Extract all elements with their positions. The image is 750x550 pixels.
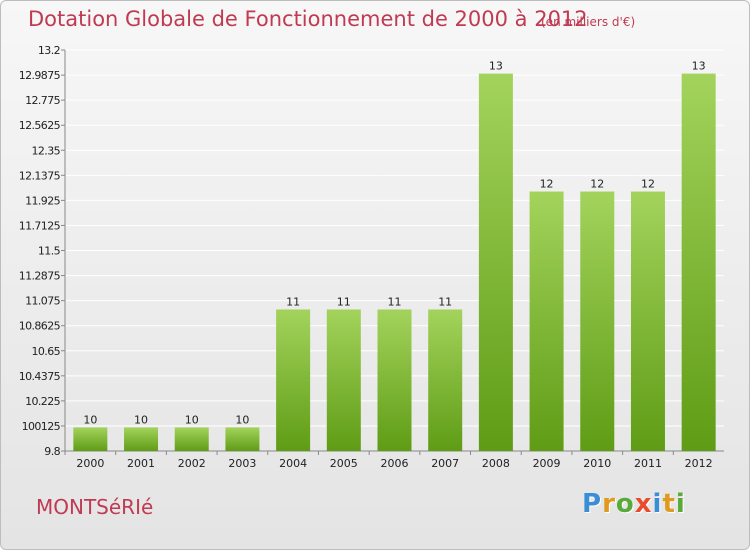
y-tick-label: 10.4375 [19,370,61,383]
x-tick-label: 2002 [178,457,206,470]
y-tick-label: 9.8 [44,445,60,458]
x-tick-label: 2010 [583,457,611,470]
data-label: 11 [438,295,452,308]
y-tick-label: 12.9875 [19,69,61,82]
bars [73,73,716,452]
y-tick-label: 10.8625 [19,320,61,333]
x-tick-label: 2009 [533,457,561,470]
brand-letter: r [602,489,616,519]
y-tick-labels: 9.8 100125 10.225 10.4375 10.65 10.8625 11.075… [19,44,61,458]
bar [326,309,361,451]
x-tick-label: 2007 [431,457,459,470]
brand-letter: i [675,489,686,519]
x-tick-label: 2008 [482,457,510,470]
bar [529,191,564,451]
data-label: 10 [134,413,148,426]
brand-letter: t [662,489,676,519]
brand-letter: i [652,489,663,519]
y-tick-label: 12.5625 [19,119,61,132]
data-label: 10 [83,413,97,426]
bar [276,309,311,451]
bar [478,73,513,452]
y-tick-label: 12.775 [25,94,60,107]
y-tick-label: 12.35 [32,144,61,157]
bar [681,73,716,452]
x-tick-label: 2000 [76,457,104,470]
data-label: 10 [235,413,249,426]
y-tick-label: 11.7125 [19,219,61,232]
data-labels: 10 10 10 10 11 11 11 11 13 12 12 12 13 [83,60,705,427]
data-label: 12 [540,178,554,191]
y-tick-label: 11.925 [25,194,60,207]
data-label: 13 [692,60,706,73]
y-tick-label: 11.075 [25,295,60,308]
bar [377,309,412,451]
proxiti-logo[interactable]: Proxiti [582,489,686,519]
chart-unit: (en milliers d'€) [541,15,636,29]
y-tick-label: 11.2875 [19,270,61,283]
bar [174,427,209,451]
x-tick-label: 2001 [127,457,155,470]
bar [124,427,159,451]
brand-letter: o [615,489,635,519]
bar [630,191,665,451]
data-label: 12 [590,178,604,191]
x-tick-label: 2006 [381,457,409,470]
y-tick-label: 11.5 [38,245,61,258]
data-label: 11 [388,295,402,308]
data-label: 13 [489,60,503,73]
y-tick-label: 13.2 [38,44,60,57]
x-tick-label: 2004 [279,457,307,470]
x-tick-label: 2003 [228,457,256,470]
x-tick-label: 2005 [330,457,358,470]
x-tick-labels: 2000 2001 2002 2003 2004 2005 2006 2007 2008 2009… [76,457,712,470]
bar [580,191,615,451]
bar [225,427,260,451]
data-label: 11 [286,295,300,308]
brand-letter: P [582,489,603,519]
brand-letter: x [634,489,653,519]
y-tick-label: 12.1375 [19,169,61,182]
chart-title: Dotation Globale de Fonctionnement de 20… [28,7,588,31]
data-label: 10 [185,413,199,426]
data-label: 11 [337,295,351,308]
bar [428,309,463,451]
commune-name: MONTSéRIé [36,495,154,519]
y-tick-label: 10.65 [32,345,61,358]
y-tick-label: 100125 [22,420,61,433]
data-label: 12 [641,178,655,191]
x-tick-label: 2012 [685,457,713,470]
bar [73,427,108,451]
x-tick-label: 2011 [634,457,662,470]
y-tick-label: 10.225 [25,395,60,408]
